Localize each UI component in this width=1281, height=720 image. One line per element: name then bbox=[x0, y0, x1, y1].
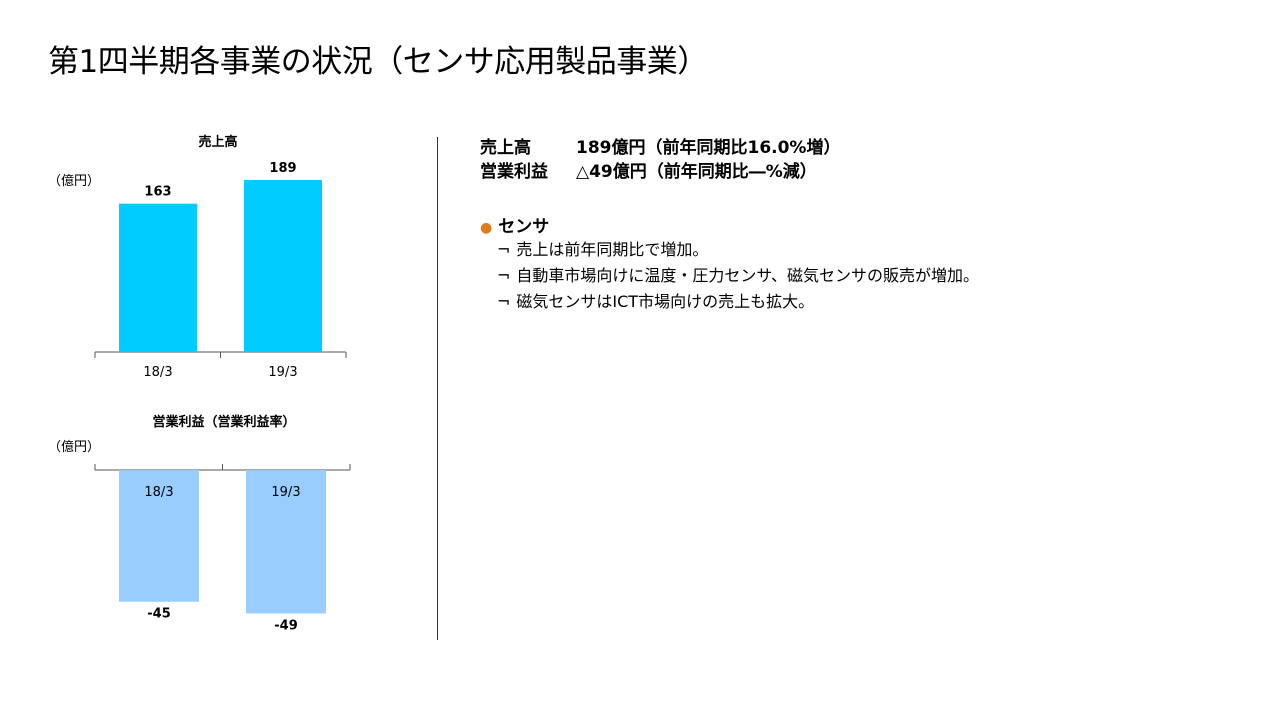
sub-bullet-icon: ¬ bbox=[497, 266, 511, 285]
sub-bullet-icon: ¬ bbox=[497, 240, 511, 259]
profit-value: △49億円（前年同期比―%減） bbox=[576, 162, 817, 182]
list-item: ¬ 磁気センサはICT市場向けの売上も拡大。 bbox=[497, 289, 979, 315]
data-label: -49 bbox=[274, 618, 298, 633]
page-title: 第1四半期各事業の状況（センサ応用製品事業） bbox=[48, 44, 708, 80]
bullet-sub-list: ¬ 売上は前年同期比で増加。 ¬ 自動車市場向けに温度・圧力センサ、磁気センサの販売… bbox=[497, 237, 979, 315]
list-item-text: 磁気センサはICT市場向けの売上も拡大。 bbox=[516, 292, 815, 311]
profit-label: 営業利益 bbox=[480, 162, 548, 182]
bullet-heading: センサ bbox=[498, 217, 550, 237]
list-item-text: 自動車市場向けに温度・圧力センサ、磁気センサの販売が増加。 bbox=[516, 266, 979, 285]
sales-value: 189億円（前年同期比16.0%増） bbox=[576, 138, 841, 158]
sales-row: 売上高 189億円（前年同期比16.0%増） bbox=[480, 136, 840, 160]
bar bbox=[246, 470, 326, 614]
divider-line bbox=[437, 137, 438, 640]
sub-bullet-icon: ¬ bbox=[497, 292, 511, 311]
profit-row: 営業利益 △49億円（前年同期比―%減） bbox=[480, 160, 840, 184]
sales-label: 売上高 bbox=[480, 138, 531, 158]
chart1-title: 売上高 bbox=[198, 135, 238, 150]
category-label: 18/3 bbox=[143, 365, 172, 380]
bar bbox=[244, 180, 322, 352]
list-item: ¬ 売上は前年同期比で増加。 bbox=[497, 237, 979, 263]
bar bbox=[119, 470, 199, 602]
category-label: 19/3 bbox=[271, 485, 300, 500]
bullet-dot-icon: ● bbox=[480, 220, 493, 236]
list-item: ¬ 自動車市場向けに温度・圧力センサ、磁気センサの販売が増加。 bbox=[497, 263, 979, 289]
data-label: -45 bbox=[147, 607, 171, 622]
chart2-unit: （億円） bbox=[48, 440, 101, 455]
bar bbox=[119, 203, 197, 352]
list-item-text: 売上は前年同期比で増加。 bbox=[516, 240, 709, 259]
operating-income-chart: -45 18/3 -49 19/3 bbox=[94, 464, 351, 633]
chart2-title: 営業利益（営業利益率） bbox=[152, 415, 296, 430]
category-label: 19/3 bbox=[268, 365, 297, 380]
summary-block: 売上高 189億円（前年同期比16.0%増） 営業利益 △49億円（前年同期比―%減… bbox=[480, 136, 840, 184]
sales-chart: 163 18/3 189 19/3 bbox=[94, 161, 347, 380]
data-label: 163 bbox=[144, 185, 171, 200]
data-label: 189 bbox=[269, 161, 296, 176]
chart1-unit: （億円） bbox=[48, 174, 101, 189]
category-label: 18/3 bbox=[144, 485, 173, 500]
bullet-heading-row: ● センサ bbox=[480, 212, 549, 237]
